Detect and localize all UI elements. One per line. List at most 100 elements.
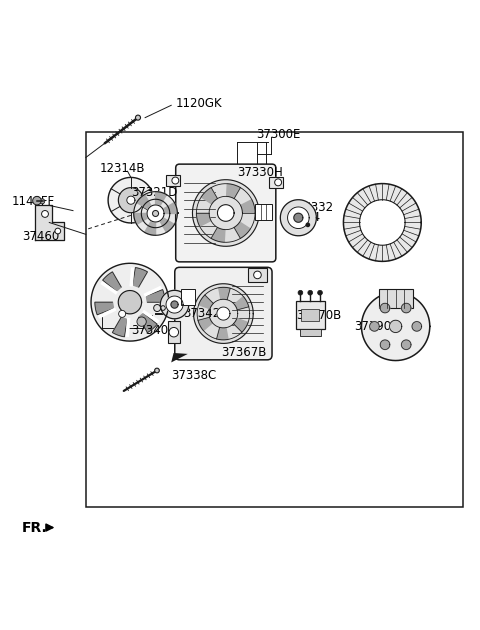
Polygon shape <box>137 195 156 214</box>
Text: 37332: 37332 <box>296 201 333 214</box>
Circle shape <box>308 290 312 295</box>
Polygon shape <box>171 301 178 308</box>
Polygon shape <box>156 192 167 214</box>
Polygon shape <box>294 213 303 222</box>
Polygon shape <box>95 302 114 315</box>
Bar <box>379 289 413 307</box>
Polygon shape <box>134 192 178 235</box>
Polygon shape <box>35 205 63 239</box>
Circle shape <box>172 177 179 184</box>
Circle shape <box>135 115 141 120</box>
Polygon shape <box>288 207 309 229</box>
Circle shape <box>55 228 60 234</box>
Polygon shape <box>171 353 188 362</box>
Text: 37340: 37340 <box>131 324 168 336</box>
Bar <box>255 204 272 220</box>
Bar <box>296 301 325 329</box>
Polygon shape <box>234 222 251 238</box>
Text: 37321D: 37321D <box>131 186 177 199</box>
Polygon shape <box>211 227 225 243</box>
Polygon shape <box>192 180 259 246</box>
Polygon shape <box>370 321 379 331</box>
Polygon shape <box>227 184 240 198</box>
Polygon shape <box>156 203 178 214</box>
Polygon shape <box>199 295 213 309</box>
Polygon shape <box>198 318 213 331</box>
Circle shape <box>275 179 282 186</box>
Polygon shape <box>234 318 248 332</box>
Polygon shape <box>196 213 211 226</box>
Polygon shape <box>217 307 230 320</box>
Circle shape <box>253 271 261 278</box>
Circle shape <box>39 198 45 204</box>
Bar <box>86 132 463 507</box>
Polygon shape <box>401 340 411 350</box>
Polygon shape <box>412 321 421 331</box>
Polygon shape <box>240 200 255 213</box>
Circle shape <box>42 210 48 217</box>
Polygon shape <box>112 318 127 337</box>
Polygon shape <box>216 328 228 340</box>
Circle shape <box>137 317 146 326</box>
Circle shape <box>305 222 310 227</box>
Bar <box>301 309 319 321</box>
Bar <box>248 268 267 282</box>
Text: 37370B: 37370B <box>296 309 341 323</box>
Text: FR.: FR. <box>22 520 48 534</box>
Circle shape <box>119 311 126 318</box>
Polygon shape <box>280 200 316 236</box>
Bar <box>166 175 180 186</box>
Circle shape <box>155 368 159 373</box>
Polygon shape <box>380 340 390 350</box>
Circle shape <box>33 197 41 205</box>
Polygon shape <box>147 205 164 222</box>
Bar <box>300 329 321 336</box>
Text: 37367B: 37367B <box>221 346 266 360</box>
Polygon shape <box>219 287 230 300</box>
Text: 1140FF: 1140FF <box>12 195 54 208</box>
Polygon shape <box>132 268 147 287</box>
Polygon shape <box>360 200 405 245</box>
Polygon shape <box>144 214 156 235</box>
Text: 37390B: 37390B <box>354 321 399 333</box>
Polygon shape <box>401 303 411 313</box>
Circle shape <box>318 290 323 295</box>
Polygon shape <box>134 214 156 224</box>
Bar <box>168 321 180 343</box>
Text: 37460: 37460 <box>22 230 59 243</box>
Circle shape <box>169 328 179 337</box>
Text: 37330H: 37330H <box>238 166 283 179</box>
Polygon shape <box>361 292 430 360</box>
Polygon shape <box>127 196 135 204</box>
Polygon shape <box>146 290 165 302</box>
Bar <box>181 289 195 306</box>
Text: 37342: 37342 <box>183 307 220 319</box>
Polygon shape <box>234 297 249 310</box>
Polygon shape <box>201 188 217 204</box>
Polygon shape <box>108 178 154 223</box>
Polygon shape <box>103 272 121 291</box>
Polygon shape <box>193 284 253 343</box>
Circle shape <box>298 290 303 295</box>
Polygon shape <box>91 263 169 341</box>
Text: 37334: 37334 <box>283 211 320 224</box>
FancyBboxPatch shape <box>175 267 272 360</box>
Circle shape <box>161 306 165 311</box>
Circle shape <box>154 304 161 311</box>
Polygon shape <box>139 313 157 333</box>
Text: 1120GK: 1120GK <box>176 98 223 110</box>
Polygon shape <box>343 183 421 261</box>
Polygon shape <box>389 320 402 333</box>
Polygon shape <box>156 214 174 232</box>
Polygon shape <box>160 290 189 319</box>
Polygon shape <box>380 303 390 313</box>
FancyBboxPatch shape <box>176 164 276 262</box>
Bar <box>269 177 283 188</box>
Text: 37338C: 37338C <box>171 369 216 382</box>
Text: 37300E: 37300E <box>257 129 301 141</box>
Polygon shape <box>153 210 158 217</box>
Text: 12314B: 12314B <box>100 163 145 175</box>
Polygon shape <box>119 188 144 213</box>
Polygon shape <box>217 205 234 221</box>
Polygon shape <box>118 290 142 314</box>
